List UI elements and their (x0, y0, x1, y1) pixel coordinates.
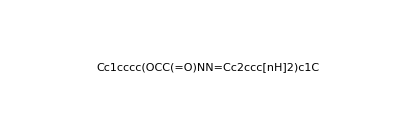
Text: Cc1cccc(OCC(=O)NN=Cc2ccc[nH]2)c1C: Cc1cccc(OCC(=O)NN=Cc2ccc[nH]2)c1C (97, 63, 319, 72)
